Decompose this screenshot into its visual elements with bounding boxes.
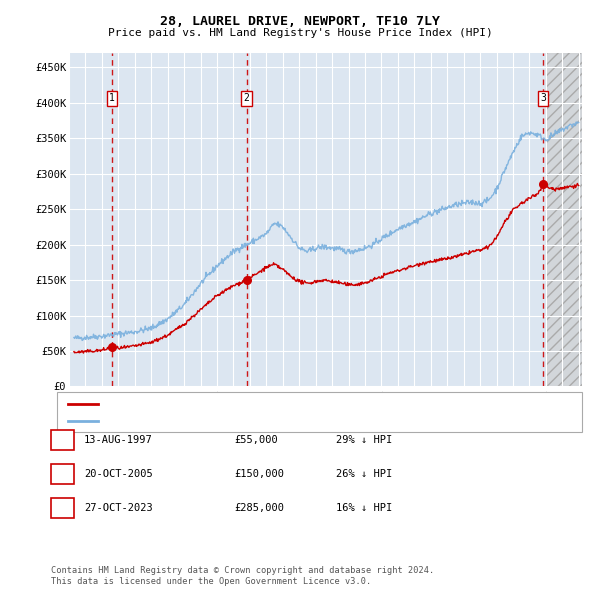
Text: 3: 3	[540, 93, 546, 103]
Bar	[546, 53, 582, 386]
Text: 3: 3	[59, 503, 65, 513]
Text: 13-AUG-1997: 13-AUG-1997	[84, 435, 153, 444]
Text: Contains HM Land Registry data © Crown copyright and database right 2024.
This d: Contains HM Land Registry data © Crown c…	[51, 566, 434, 586]
Text: 16% ↓ HPI: 16% ↓ HPI	[336, 503, 392, 513]
Text: Price paid vs. HM Land Registry's House Price Index (HPI): Price paid vs. HM Land Registry's House …	[107, 28, 493, 38]
Text: HPI: Average price, detached house, Telford and Wrekin: HPI: Average price, detached house, Telf…	[104, 415, 421, 425]
Text: £55,000: £55,000	[234, 435, 278, 444]
Text: 27-OCT-2023: 27-OCT-2023	[84, 503, 153, 513]
Text: 1: 1	[59, 435, 65, 444]
Text: 1: 1	[109, 93, 115, 103]
Text: 20-OCT-2005: 20-OCT-2005	[84, 469, 153, 478]
Bar	[546, 53, 582, 386]
Text: 28, LAUREL DRIVE, NEWPORT, TF10 7LY (detached house): 28, LAUREL DRIVE, NEWPORT, TF10 7LY (det…	[104, 399, 409, 409]
Text: 26% ↓ HPI: 26% ↓ HPI	[336, 469, 392, 478]
Text: £150,000: £150,000	[234, 469, 284, 478]
Text: 29% ↓ HPI: 29% ↓ HPI	[336, 435, 392, 444]
Text: 2: 2	[59, 469, 65, 478]
Text: £285,000: £285,000	[234, 503, 284, 513]
Text: 28, LAUREL DRIVE, NEWPORT, TF10 7LY: 28, LAUREL DRIVE, NEWPORT, TF10 7LY	[160, 15, 440, 28]
Text: 2: 2	[244, 93, 250, 103]
